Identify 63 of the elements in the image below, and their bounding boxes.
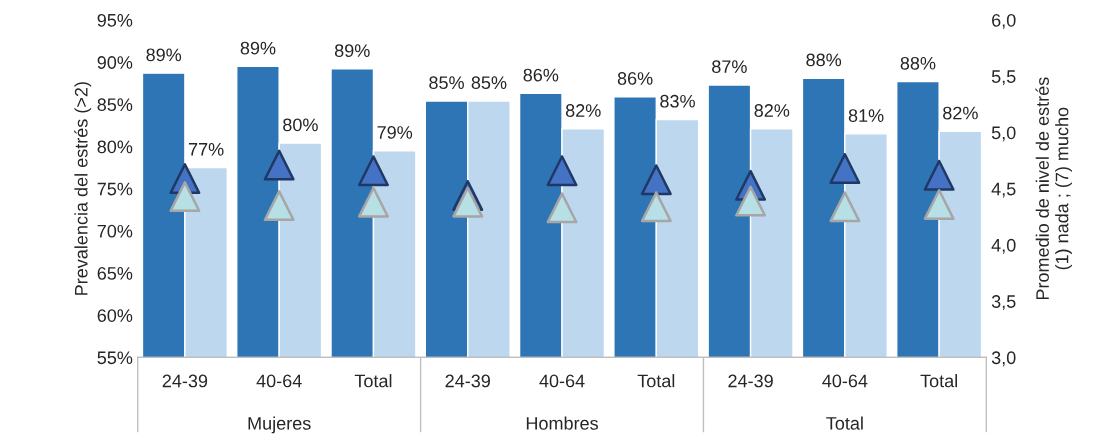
x-tick-label: 40-64: [539, 374, 585, 388]
y-tick-label: 65%: [97, 266, 133, 280]
x-tick-label: 40-64: [256, 374, 302, 388]
point: [452, 186, 484, 218]
data-label: 87%: [712, 60, 747, 74]
x-tick-label: Total: [637, 374, 675, 388]
y2-tick-label: 6,0: [992, 13, 1016, 29]
x-tick-label: Total: [920, 374, 958, 388]
y-axis-title: Prevalencia del estrés (>2): [74, 82, 92, 295]
y2-tick-label: 4,0: [991, 238, 1016, 254]
point: [640, 164, 672, 196]
y-tick-label: 90%: [97, 56, 133, 69]
data-label: 88%: [806, 53, 842, 67]
point: [829, 152, 861, 184]
y2-tick-label: 3,0: [991, 351, 1016, 367]
data-label: 82%: [754, 104, 790, 117]
x-tick-label: 24-39: [445, 374, 490, 388]
data-label: 89%: [240, 41, 276, 55]
point: [169, 181, 201, 213]
point: [263, 149, 295, 181]
point: [546, 155, 578, 187]
data-label: 86%: [523, 68, 559, 82]
data-label: 88%: [900, 56, 936, 70]
y2-axis-title: Promedio de nivel de estrés (1) nada ; (7) mucho: [1035, 77, 1072, 300]
point: [357, 155, 389, 187]
data-label: 86%: [617, 72, 653, 85]
text: Mujeres: [248, 416, 311, 434]
x-tick-label: 24-39: [728, 374, 773, 388]
text: Hombres: [526, 416, 598, 430]
y2-tick-label: 5,0: [991, 126, 1016, 142]
point: [546, 192, 578, 224]
data-label: 82%: [565, 104, 601, 117]
point: [640, 191, 672, 223]
y2-tick-label: 5,5: [991, 70, 1016, 86]
point: [263, 190, 295, 222]
x-tick-label: 40-64: [822, 374, 868, 388]
data-label: 85%: [471, 76, 507, 90]
y-tick-label: 95%: [97, 13, 133, 27]
text: Total: [826, 416, 863, 430]
x-tick-label: 24-39: [162, 374, 208, 388]
data-label: 89%: [334, 44, 370, 58]
point: [923, 188, 955, 220]
data-label: 82%: [943, 106, 978, 120]
point: [357, 186, 389, 218]
data-label: 79%: [377, 126, 413, 139]
point: [923, 159, 955, 191]
data-label: 77%: [188, 143, 224, 156]
y-tick-label: 55%: [97, 351, 133, 365]
data-label: 80%: [283, 118, 318, 132]
y2-tick-label: 4,5: [991, 182, 1016, 198]
data-label: 89%: [146, 48, 182, 62]
y-tick-label: 80%: [97, 140, 133, 154]
y-tick-label: 75%: [97, 182, 133, 196]
data-label: 83%: [660, 94, 695, 108]
y-tick-label: 60%: [97, 309, 133, 322]
y2-tick-label: 3,5: [991, 295, 1016, 311]
point: [829, 191, 861, 223]
x-tick-label: Total: [354, 374, 392, 388]
point: [735, 185, 767, 217]
y-tick-label: 85%: [97, 98, 133, 112]
y-tick-label: 70%: [97, 224, 133, 238]
data-label: 85%: [429, 76, 464, 90]
data-label: 81%: [848, 109, 884, 122]
